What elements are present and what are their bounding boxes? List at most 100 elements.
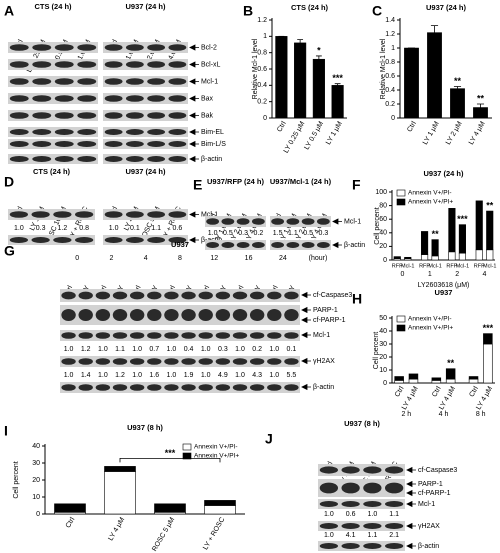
blot-band (104, 44, 123, 51)
blot-band (147, 358, 162, 365)
quant: 1.2 (81, 346, 91, 353)
blot-band (249, 358, 265, 365)
quant: 1.0 (269, 372, 279, 379)
y-tick-label: 0 (383, 380, 387, 387)
x-tick-label: RFP (392, 263, 403, 269)
x-tick-label: Ctrl (406, 120, 418, 133)
blot-band (341, 466, 360, 474)
blot-band (9, 95, 29, 102)
blot-band (168, 44, 187, 51)
blot-band (249, 384, 265, 391)
blot-band (54, 95, 74, 102)
blot-band (78, 309, 93, 321)
blot-band (267, 384, 282, 391)
blot-band (112, 358, 128, 365)
quant: 1.0 (64, 372, 74, 379)
significance: ** (454, 76, 462, 86)
x-tick-label: RFP (474, 263, 485, 269)
bar-segment (394, 380, 404, 384)
blot-band (32, 141, 52, 147)
blot-band (78, 358, 93, 365)
quant: 0.3 (319, 230, 329, 237)
bar (275, 36, 288, 119)
band-label: cf-PARP-1 (313, 317, 346, 324)
panel-letter: I (4, 423, 8, 439)
y-tick-label: 0.2 (385, 101, 395, 108)
blot-band (104, 112, 123, 119)
panel-letter: F (352, 177, 361, 193)
blot-band (249, 291, 265, 300)
blot-band (215, 332, 231, 339)
blot-band (221, 218, 235, 225)
bar-segment (204, 500, 236, 506)
blot-band (74, 211, 94, 218)
blot-band (341, 543, 360, 549)
y-tick-label: 1 (263, 33, 267, 40)
blot-band (232, 309, 248, 321)
blot-band (77, 44, 97, 51)
blot-band (54, 156, 74, 162)
arrow (189, 211, 199, 218)
group-label: 4 h (439, 411, 449, 418)
blot-strip (60, 330, 300, 341)
blot-strip (103, 154, 188, 164)
arrow (406, 500, 416, 508)
bar-segment (486, 210, 494, 251)
quant: 1.0 (98, 346, 108, 353)
x-tick-label: LY 0.5 μM (303, 120, 325, 151)
bar-segment (483, 333, 493, 345)
blot-band (341, 482, 360, 494)
blot-band (267, 332, 282, 339)
bar-segment (393, 256, 401, 259)
group-label: 4 (483, 271, 487, 278)
significance: ** (447, 358, 455, 368)
blot-band (147, 61, 166, 68)
blot-band (215, 384, 231, 391)
bar-segment (104, 466, 136, 472)
y-tick-label: 20 (379, 354, 387, 361)
arrow (406, 522, 416, 530)
blot-title: CTS (24 h) (33, 167, 71, 176)
blot-band (104, 61, 123, 68)
blot-band (125, 129, 144, 135)
band-label: β-actin (201, 156, 222, 163)
quant: 1.0 (64, 346, 74, 353)
bar-segment (394, 376, 404, 381)
blot-band (32, 129, 52, 135)
arrow (189, 44, 199, 51)
blot-strip (205, 216, 266, 227)
chart-title: U937 (24 h) (423, 169, 464, 178)
significance: *** (457, 214, 468, 224)
blot-band (129, 332, 145, 339)
blot-band (129, 384, 145, 391)
arrow (301, 331, 311, 339)
blot-strip (60, 356, 300, 367)
panel-letter: D (4, 174, 14, 190)
y-axis-label: Relative Mcl-1 level (380, 38, 387, 99)
quant: 0.5 (303, 230, 313, 237)
blot-band (77, 129, 97, 135)
y-tick-label: 0.4 (257, 82, 267, 89)
x-tick-label: LY 4 μM (107, 516, 126, 542)
blot-band (9, 44, 29, 51)
blot-band (251, 218, 265, 225)
blot-title: U937 (24 h) (125, 167, 166, 176)
quant: 5.5 (287, 372, 297, 379)
bar-segment (483, 343, 493, 384)
blot-strip (103, 209, 188, 220)
band-label: Mcl-1 (201, 78, 218, 85)
blot-band (168, 211, 187, 218)
panel-letter: H (352, 291, 362, 307)
arrow (301, 306, 311, 314)
blot-strip (318, 479, 405, 497)
bar-segment (154, 503, 186, 513)
arrow (189, 236, 199, 244)
arrow (189, 95, 199, 102)
blot-title: U937 (24 h) (125, 2, 166, 11)
error-bar (453, 86, 462, 89)
significance: ** (477, 93, 485, 103)
blot-strip (103, 59, 188, 70)
blot-band (384, 501, 404, 507)
y-tick-label: 0 (383, 257, 387, 264)
blot-band (249, 309, 265, 321)
